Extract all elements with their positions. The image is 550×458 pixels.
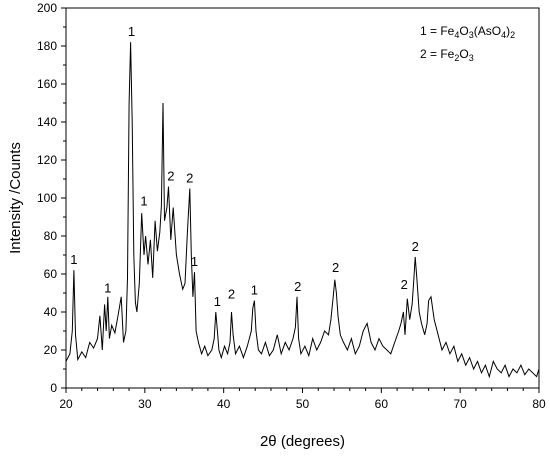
x-tick-label: 80 [532,397,546,411]
peak-label: 2 [167,169,174,184]
peak-label: 1 [104,281,111,296]
y-tick-label: 60 [44,267,58,281]
peak-label: 2 [412,239,419,254]
y-tick-label: 100 [37,191,57,205]
peak-label: 1 [128,24,135,39]
peak-label: 1 [140,193,147,208]
peak-label: 1 [251,283,258,298]
x-tick-label: 20 [59,397,73,411]
peak-label: 2 [332,260,339,275]
plot-area [65,42,540,379]
peak-label: 2 [401,277,408,292]
peak-label: 2 [228,286,235,301]
y-tick-label: 0 [50,381,57,395]
y-tick-label: 140 [37,115,57,129]
y-tick-label: 20 [44,343,58,357]
y-tick-label: 120 [37,153,57,167]
legend-entry-2: 2 = Fe2O3 [420,47,474,63]
peak-label: 1 [214,294,221,309]
peak-label: 1 [70,252,77,267]
legend-entry-1: 1 = Fe4O3(AsO4)2 [420,24,515,40]
x-tick-label: 70 [453,397,467,411]
y-axis-title: Intensity /Counts [7,142,24,254]
y-tick-label: 180 [37,39,57,53]
y-tick-label: 40 [44,305,58,319]
y-axis-ticks: 0 20 40 60 80 100 120 140 160 180 200 [37,1,66,395]
x-tick-label: 30 [138,397,152,411]
x-axis-title: 2θ (degrees) [260,433,345,450]
series-line-0 [65,42,540,379]
y-tick-label: 160 [37,77,57,91]
x-tick-label: 50 [296,397,310,411]
peak-label: 1 [191,254,198,269]
peak-label: 2 [294,279,301,294]
y-tick-label: 200 [37,1,57,15]
plot-frame [65,7,540,389]
x-tick-label: 60 [375,397,389,411]
x-axis-ticks: 20 30 40 50 60 70 80 [59,388,546,411]
legend: 1 = Fe4O3(AsO4)2 2 = Fe2O3 [420,24,515,63]
y-tick-label: 80 [44,229,58,243]
peak-label: 2 [186,171,193,186]
x-tick-label: 40 [217,397,231,411]
